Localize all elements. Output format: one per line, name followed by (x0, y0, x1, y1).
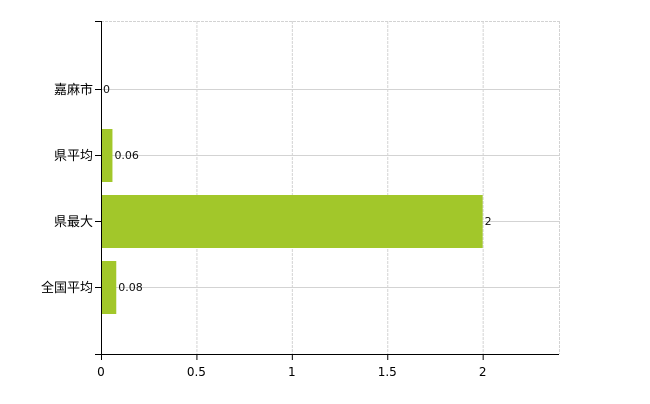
data-label: 0 (103, 83, 110, 96)
y-tick-label: 県平均 (54, 149, 93, 164)
grid (101, 21, 560, 354)
axes (95, 21, 559, 360)
data-label: 2 (485, 215, 492, 228)
bars (101, 129, 483, 314)
x-tick-label: 0 (97, 365, 105, 379)
bar (101, 195, 483, 248)
x-tick-label: 2 (479, 365, 487, 379)
bar (101, 261, 117, 314)
x-tick-label: 1.5 (378, 365, 397, 379)
y-tick-label: 嘉麻市 (54, 82, 93, 98)
y-tick-label: 県最大 (54, 215, 93, 230)
data-label: 0.06 (114, 149, 139, 162)
x-tick-label: 0.5 (187, 365, 206, 379)
y-tick-label: 全国平均 (41, 280, 93, 296)
x-tick-label: 1 (288, 365, 296, 379)
bar (101, 129, 113, 182)
data-label: 0.08 (118, 281, 142, 294)
